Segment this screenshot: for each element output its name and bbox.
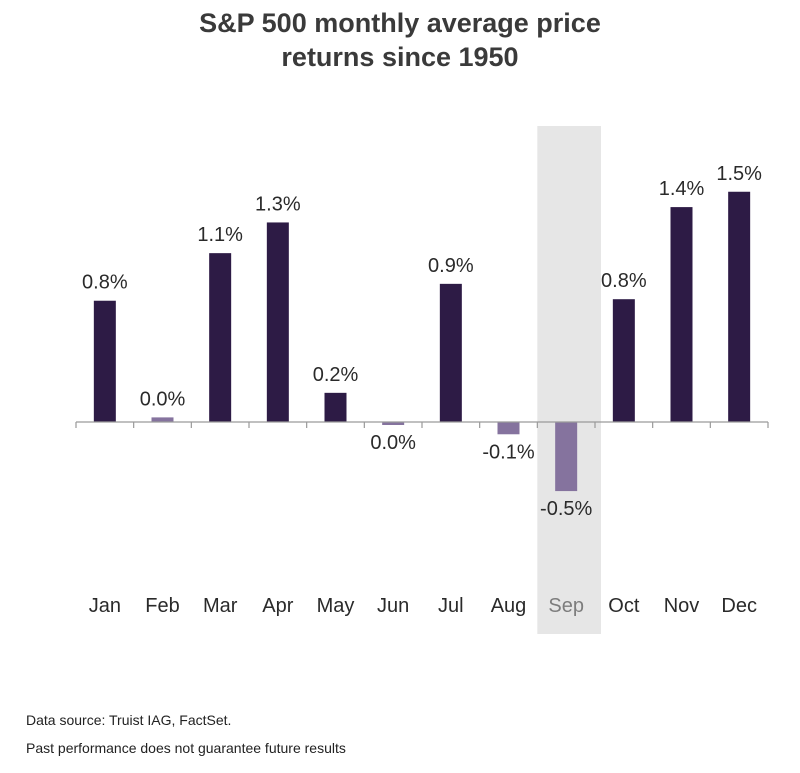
category-label-may: May [317, 595, 355, 617]
chart-title: S&P 500 monthly average price returns si… [0, 6, 800, 74]
data-label-jun: 0.0% [370, 432, 416, 454]
disclaimer-note: Past performance does not guarantee futu… [26, 740, 346, 756]
data-label-dec: 1.5% [716, 163, 762, 185]
bar-chart: 0.8% Jan 0.0% Feb 1.1% Mar 1.3% Apr 0.2% May 0.0% J… [75, 126, 769, 634]
data-label-may: 0.2% [313, 364, 359, 386]
data-label-mar: 1.1% [197, 224, 243, 246]
bar-jan [93, 300, 116, 422]
category-label-jul: Jul [438, 595, 464, 617]
bar-apr [266, 222, 289, 422]
data-label-sep: -0.5% [540, 498, 592, 520]
bar-jun [382, 422, 405, 425]
data-label-jan: 0.8% [82, 272, 128, 294]
category-label-jan: Jan [89, 595, 121, 617]
category-label-dec: Dec [721, 595, 757, 617]
data-label-apr: 1.3% [255, 193, 301, 215]
category-label-mar: Mar [203, 595, 238, 617]
category-label-jun: Jun [377, 595, 409, 617]
bar-mar [209, 253, 232, 422]
chart-title-line-2: returns since 1950 [281, 42, 519, 72]
bar-dec [728, 191, 751, 422]
category-label-aug: Aug [491, 595, 527, 617]
bar-feb [151, 417, 174, 422]
data-label-nov: 1.4% [659, 178, 705, 200]
category-label-oct: Oct [608, 595, 640, 617]
bar-jul [439, 283, 462, 422]
data-label-feb: 0.0% [140, 388, 186, 410]
bar-sep [555, 422, 578, 492]
bar-may [324, 392, 347, 422]
bar-nov [670, 207, 693, 422]
category-label-apr: Apr [262, 595, 293, 617]
bar-aug [497, 422, 520, 435]
highlight-band-sep [537, 126, 601, 634]
category-label-feb: Feb [145, 595, 179, 617]
data-label-oct: 0.8% [601, 270, 647, 292]
data-label-aug: -0.1% [482, 441, 534, 463]
category-label-sep: Sep [548, 595, 584, 617]
chart-title-line-1: S&P 500 monthly average price [199, 8, 601, 38]
data-label-jul: 0.9% [428, 255, 474, 277]
category-label-nov: Nov [664, 595, 700, 617]
bar-oct [612, 299, 635, 422]
data-source-note: Data source: Truist IAG, FactSet. [26, 712, 232, 728]
